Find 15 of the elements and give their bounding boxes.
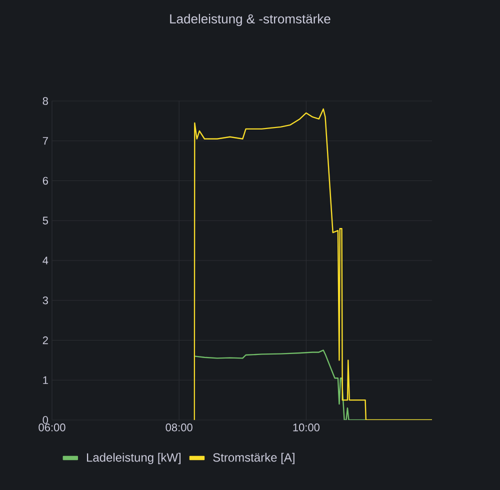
y-tick-label: 8 bbox=[42, 97, 48, 105]
legend-label: Ladeleistung [kW] bbox=[86, 452, 181, 464]
y-tick-label: 3 bbox=[42, 296, 48, 304]
x-tick-label: 06:00 bbox=[38, 424, 66, 432]
y-tick-label: 1 bbox=[43, 376, 48, 384]
chart-title: Ladeleistung & -stromstärke bbox=[170, 14, 330, 26]
y-tick-label: 5 bbox=[42, 216, 48, 224]
legend-label: Stromstärke [A] bbox=[213, 452, 294, 464]
y-tick-label: 2 bbox=[42, 336, 48, 344]
x-tick-label: 10:00 bbox=[293, 424, 320, 432]
y-tick-label: 6 bbox=[42, 176, 48, 185]
y-tick-label: 4 bbox=[42, 256, 48, 264]
y-tick-label: 0 bbox=[42, 416, 48, 424]
x-tick-label: 08:00 bbox=[166, 424, 192, 432]
y-tick-label: 7 bbox=[42, 137, 48, 145]
